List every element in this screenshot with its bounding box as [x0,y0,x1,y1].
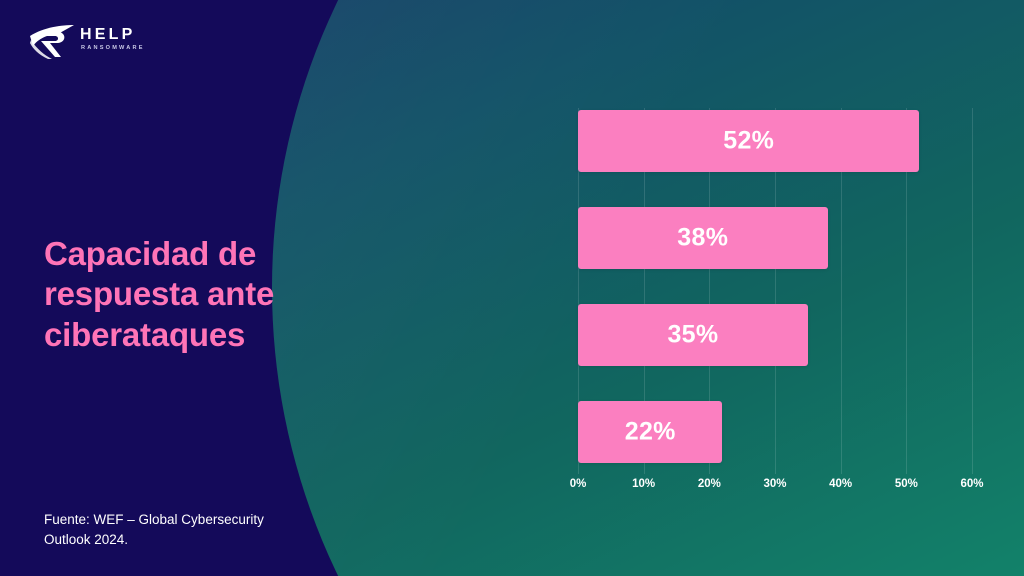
chart-row: Organizaciones de bajos ingresos35% [578,304,972,366]
x-axis-tick-label: 10% [632,478,656,490]
brand-logo: HELP RANSOMWARE [28,24,158,62]
logo-subtitle: RANSOMWARE [81,45,145,51]
gridline [643,108,645,474]
logo-wordmark: HELP [80,26,136,43]
source-citation: Fuente: WEF – Global Cybersecurity Outlo… [44,512,264,548]
gridline [578,108,579,474]
gridline [709,108,711,474]
gridline [840,108,842,474]
x-axis-tick-label: 40% [829,478,853,490]
background-gradient-circle [272,0,1024,576]
gridline [972,108,973,474]
bar-value-label: 38% [677,223,729,252]
bar-value-label: 52% [723,126,775,155]
gridline [906,108,908,474]
chart-row: Organizaciones de altos ingresos22% [578,401,972,463]
x-axis-tick-label: 50% [894,478,918,490]
x-axis: 0% 10% 20% 30% 40% 50% 60% [570,478,984,496]
chart-row: Organizaciones públicas52% [578,110,972,172]
x-axis-tick-label: 20% [697,478,721,490]
x-axis-tick-label: 60% [960,478,984,490]
page-title: Capacidad de respuesta ante ciberataques [44,235,275,353]
bar[interactable] [578,110,920,172]
r-swoosh-icon [30,25,74,59]
bar-value-label: 35% [667,320,719,349]
x-axis-tick-label: 30% [763,478,787,490]
gridline [775,108,776,474]
bar-value-label: 22% [624,417,676,446]
chart-row: Organizaciones de ingresos medios38% [578,207,972,269]
bar[interactable] [578,207,828,269]
bar[interactable] [578,304,808,366]
x-axis-tick-label: 0% [569,478,587,490]
bar[interactable] [578,401,723,463]
chart-plot-area: Organizaciones públicas52% Organizaciones… [578,108,973,474]
